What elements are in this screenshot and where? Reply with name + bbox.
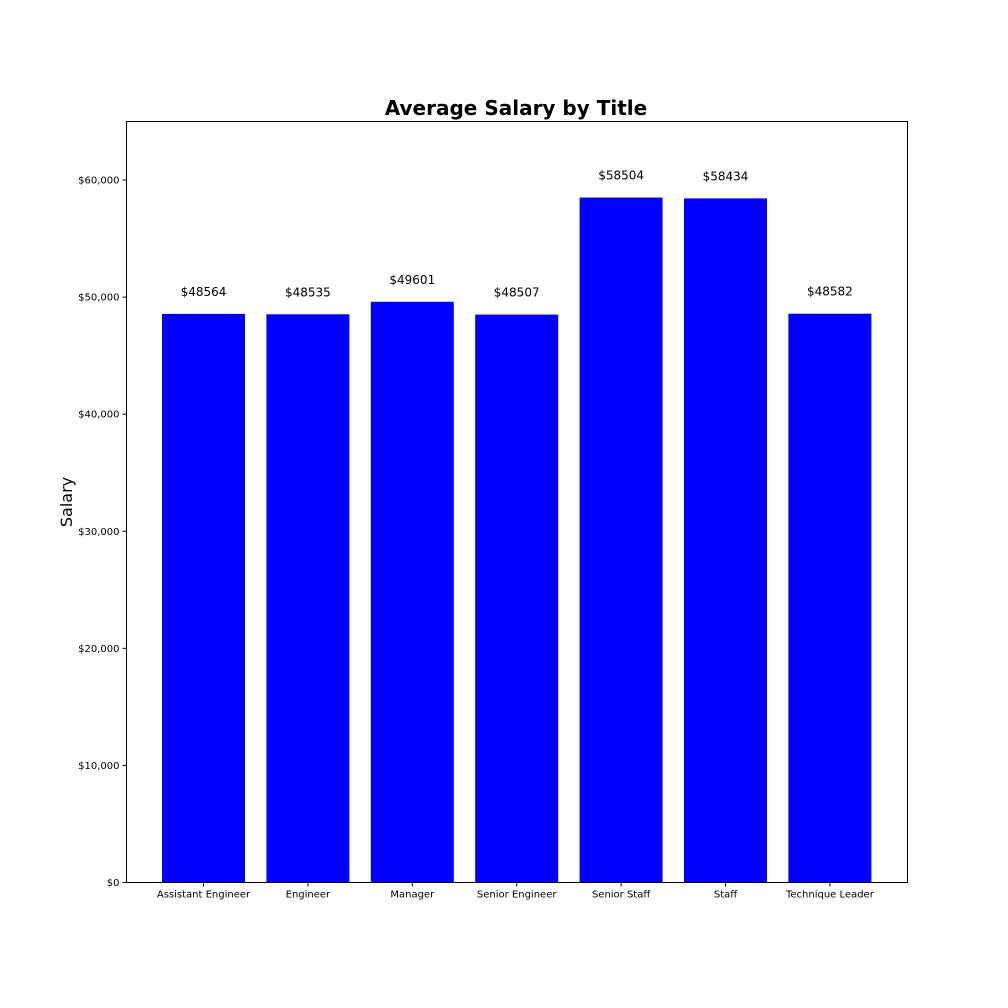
bar (788, 313, 872, 883)
bar (579, 197, 663, 883)
bar (370, 301, 454, 883)
bar-value-label: $58434 (703, 169, 749, 183)
x-axis-ticks: Assistant Engineer Engineer Manager Senior … (157, 882, 875, 901)
x-tick-label: Assistant Engineer (157, 890, 251, 901)
bar (266, 314, 350, 883)
x-tick-label: Technique Leader (785, 890, 875, 901)
x-tick-label: Manager (390, 890, 435, 901)
data-labels-group: $48564 $48535 $49601 $48507 $58504 $58434 $485… (181, 169, 853, 300)
bar (475, 314, 559, 883)
y-tick-label: $40,000 (78, 410, 119, 421)
bar-value-label: $58504 (598, 169, 644, 183)
bar (684, 198, 767, 883)
x-tick-label: Senior Staff (592, 890, 651, 901)
bar-value-label: $48564 (181, 285, 227, 299)
x-tick-label: Senior Engineer (477, 890, 557, 901)
bar-value-label: $48535 (285, 285, 331, 299)
y-tick-label: $50,000 (78, 293, 119, 304)
y-axis-label: Salary (57, 477, 76, 527)
x-tick-label: Staff (714, 890, 738, 901)
y-tick-label: $60,000 (78, 176, 119, 187)
bar-value-label: $48582 (807, 285, 853, 299)
plot-frame (126, 121, 908, 883)
bar-value-label: $49601 (389, 273, 435, 287)
y-tick-label: $0 (107, 878, 120, 889)
y-tick-label: $30,000 (78, 527, 119, 538)
y-axis-ticks: $0 $10,000 $20,000 $30,000 $40,000 $50,000 $60… (78, 176, 127, 889)
y-tick-label: $20,000 (78, 644, 119, 655)
bar (162, 313, 245, 883)
y-tick-label: $10,000 (78, 761, 119, 772)
bar-value-label: $48507 (494, 286, 540, 300)
bars-group (162, 197, 872, 883)
x-tick-label: Engineer (286, 890, 331, 901)
chart-title: Average Salary by Title (385, 96, 647, 120)
